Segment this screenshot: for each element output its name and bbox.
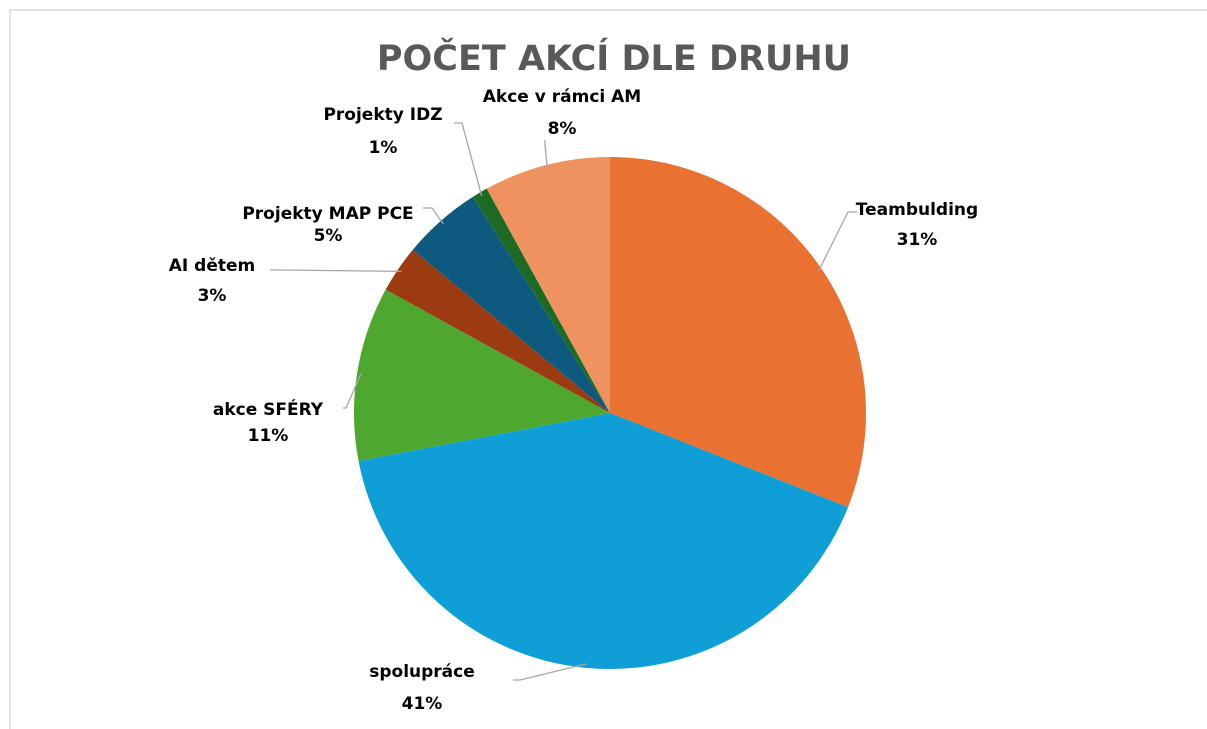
pie-slice [385,249,610,413]
slice-value-label: 31% [897,230,938,250]
chart-frame [9,9,1207,729]
leader-line [817,211,857,272]
pie-slice [486,157,610,413]
slice-label: Projekty IDZ [323,105,442,125]
slice-label: akce SFÉRY [213,398,324,420]
leader-line [513,663,587,681]
slice-label: Teambulding [856,200,978,220]
slice-value-label: 8% [548,119,577,139]
slice-value-label: 3% [198,286,227,306]
leader-line [343,373,362,409]
slice-label: Projekty MAP PCE [242,204,413,224]
slice-label: Akce v rámci AM [483,87,641,107]
chart-title: POČET AKCÍ DLE DRUHU [377,37,851,79]
pie-slice [412,196,610,413]
pie-slice [610,157,866,508]
slice-value-label: 1% [369,138,398,158]
leader-line [423,207,444,225]
leader-line [270,269,402,273]
pie-slice [353,289,610,461]
pie-slice [358,413,849,669]
leader-line [454,122,483,197]
slice-label: AI dětem [169,256,255,276]
slice-value-label: 5% [314,226,343,246]
pie-slice [472,188,610,413]
leader-line [544,140,548,169]
slice-value-label: 41% [402,694,443,714]
slice-value-label: 11% [248,426,289,446]
slice-label: spolupráce [369,662,475,682]
